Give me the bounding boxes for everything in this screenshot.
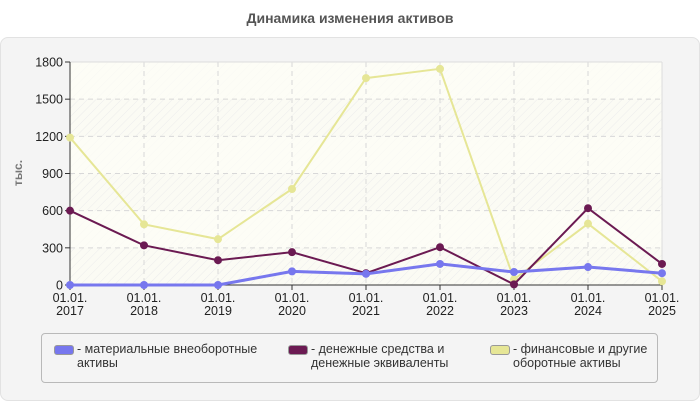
y-axis-label: тыс. [11,160,25,186]
x-tick-label: 01.01. [275,291,310,305]
x-tick-label: 2019 [204,304,232,318]
data-point[interactable] [66,133,74,142]
x-tick-label: 01.01. [645,291,680,305]
legend-swatch [288,345,308,355]
x-tick-label: 2022 [426,304,454,318]
legend-swatch [54,345,74,355]
data-point[interactable] [510,280,518,289]
data-point[interactable] [584,263,592,272]
data-point[interactable] [436,259,444,268]
data-point[interactable] [140,281,148,289]
legend-item-cash[interactable]: - денежные средства и денежные эквивален… [288,342,448,370]
x-tick-label: 2017 [56,304,84,318]
data-point[interactable] [140,220,148,229]
x-tick-label: 2020 [278,304,306,318]
data-point[interactable] [362,269,370,278]
data-point[interactable] [214,235,222,244]
data-point[interactable] [66,281,74,289]
x-tick-label: 2018 [130,304,158,318]
legend-label: - денежные средства и денежные эквивален… [311,342,449,370]
data-point[interactable] [362,74,370,83]
data-point[interactable] [214,256,222,265]
data-point[interactable] [214,281,222,289]
data-point[interactable] [658,269,666,278]
legend-item-financial-assets[interactable]: - финансовые и другие оборотные активы [490,342,647,370]
x-tick-label: 2025 [648,304,676,318]
data-point[interactable] [584,219,592,228]
legend: - материальные внеоборотные активы - ден… [41,333,658,383]
x-tick-label: 01.01. [349,291,384,305]
x-tick-label: 01.01. [127,291,162,305]
data-point[interactable] [436,64,444,73]
y-tick-label: 1800 [35,56,63,70]
y-tick-label: 1200 [35,130,63,144]
y-tick-label: 900 [42,167,63,181]
x-tick-label: 01.01. [571,291,606,305]
x-tick-label: 01.01. [497,291,532,305]
legend-swatch [490,345,510,355]
legend-item-tangible-assets[interactable]: - материальные внеоборотные активы [54,342,257,370]
data-point[interactable] [436,243,444,252]
x-tick-label: 2021 [352,304,380,318]
x-tick-label: 01.01. [423,291,458,305]
data-point[interactable] [66,206,74,215]
legend-label: - финансовые и другие оборотные активы [513,342,648,370]
data-point[interactable] [658,277,666,286]
data-point[interactable] [658,259,666,268]
chart-title: Динамика изменения активов [246,10,454,26]
x-tick-label: 01.01. [53,291,88,305]
y-tick-label: 0 [56,279,63,293]
x-tick-label: 2024 [574,304,602,318]
legend-label: - материальные внеоборотные активы [77,342,258,370]
x-tick-label: 01.01. [201,291,236,305]
x-tick-label: 2023 [500,304,528,318]
data-point[interactable] [288,267,296,276]
data-point[interactable] [288,248,296,257]
y-tick-label: 1500 [35,93,63,107]
data-point[interactable] [510,267,518,276]
y-tick-label: 300 [42,241,63,255]
y-tick-label: 600 [42,204,63,218]
data-point[interactable] [288,184,296,193]
plot-area: 0300600900120015001800тыс.01.01.201701.0… [11,56,679,319]
data-point[interactable] [140,241,148,250]
data-point[interactable] [584,204,592,213]
